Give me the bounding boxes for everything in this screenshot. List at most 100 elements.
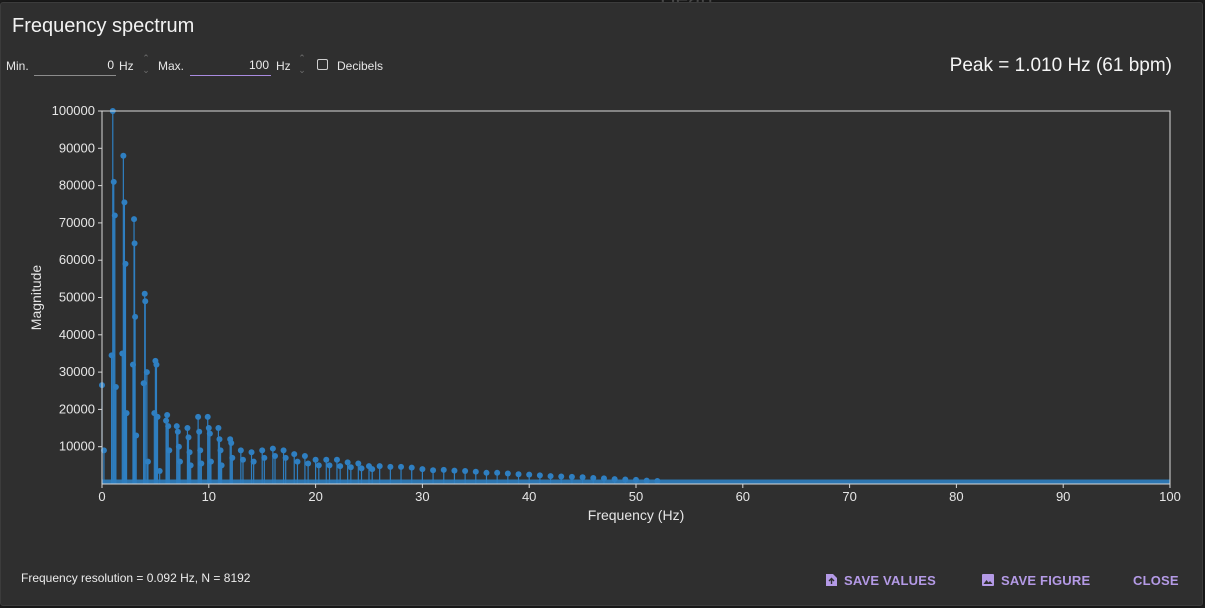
- stem-marker: [611, 476, 618, 483]
- stem-marker: [305, 460, 312, 467]
- x-tick-label: 10: [202, 489, 216, 504]
- stem-marker: [355, 460, 362, 467]
- stem-marker: [312, 456, 319, 463]
- stem-marker: [175, 443, 182, 450]
- stem-marker: [398, 463, 405, 470]
- stem-marker: [654, 478, 661, 485]
- plot-area: [99, 108, 1170, 485]
- stem-marker: [558, 473, 565, 480]
- x-tick-label: 0: [98, 489, 105, 504]
- save-figure-label[interactable]: SAVE FIGURE: [1001, 572, 1091, 588]
- stem-marker: [643, 477, 650, 484]
- stem-marker: [504, 470, 511, 477]
- stem-marker: [144, 458, 151, 465]
- stem-marker: [408, 464, 415, 471]
- decibels-checkbox[interactable]: [317, 59, 328, 70]
- chevron-up-icon[interactable]: ⌃: [142, 53, 150, 63]
- stem-marker: [239, 456, 246, 463]
- stem-marker: [237, 447, 244, 454]
- y-tick-label: 100000: [52, 103, 95, 118]
- stem-marker: [196, 428, 203, 435]
- stem-marker: [154, 413, 161, 420]
- stem-marker: [184, 425, 191, 432]
- stem-marker: [301, 453, 308, 460]
- x-tick-label: 60: [736, 489, 750, 504]
- close-label[interactable]: CLOSE: [1133, 572, 1179, 588]
- stem-marker: [494, 469, 501, 476]
- axes: 0 10 20 30 40 50 60 70 80 90 100 10000 20000 30000 400…: [28, 103, 1181, 523]
- range-controls: Min. Hz ⌃ ⌄ Max. Hz ⌃ ⌄ Decibels: [1, 51, 721, 79]
- stem-marker: [204, 413, 211, 420]
- stem-marker: [282, 454, 289, 461]
- x-tick-label: 80: [949, 489, 963, 504]
- x-tick-label: 70: [842, 489, 856, 504]
- x-tick-label: 100: [1159, 489, 1181, 504]
- stem-marker: [141, 290, 148, 297]
- stem-marker: [153, 361, 160, 368]
- stem-marker: [216, 436, 223, 443]
- stem-marker: [250, 458, 257, 465]
- stem-marker: [579, 474, 586, 481]
- stem-marker: [526, 471, 533, 478]
- stem-marker: [215, 425, 222, 432]
- stem-marker: [451, 467, 458, 474]
- min-label: Min.: [6, 59, 29, 73]
- close-button[interactable]: CLOSE: [1133, 571, 1179, 589]
- stem-marker: [163, 417, 170, 424]
- stem-marker: [633, 476, 639, 483]
- stem-marker: [291, 451, 298, 458]
- stem-marker: [197, 447, 204, 454]
- stem-marker: [131, 240, 138, 247]
- stem-marker: [344, 459, 351, 466]
- stem-marker: [164, 411, 171, 418]
- stem-marker: [156, 467, 163, 474]
- max-spinner[interactable]: ⌃ ⌄: [296, 52, 308, 78]
- stem-marker: [483, 469, 490, 476]
- spectrum-chart: 0 10 20 30 40 50 60 70 80 90 100 10000 20000 30000 400…: [28, 103, 1181, 523]
- chevron-down-icon[interactable]: ⌄: [142, 65, 150, 75]
- max-frequency-input[interactable]: [190, 54, 271, 76]
- stem-marker: [315, 462, 322, 469]
- stem-marker: [472, 468, 479, 475]
- stem-marker: [347, 464, 354, 471]
- stem-marker: [248, 449, 255, 456]
- stem-marker: [131, 216, 138, 223]
- stem-marker: [121, 199, 128, 206]
- stem-marker: [333, 456, 340, 463]
- stem-marker: [440, 466, 447, 473]
- stem-marker: [132, 313, 139, 320]
- x-tick-label: 50: [629, 489, 643, 504]
- stem-marker: [133, 432, 140, 439]
- max-label: Max.: [158, 59, 185, 73]
- stem-marker: [269, 445, 276, 452]
- y-tick-label: 10000: [59, 439, 95, 454]
- save-values-label[interactable]: SAVE VALUES: [844, 572, 937, 588]
- stem-marker: [229, 454, 236, 461]
- dialog-title: Frequency spectrum: [12, 15, 195, 37]
- min-frequency-input[interactable]: [34, 54, 116, 76]
- stem-marker: [326, 462, 333, 469]
- stem-marker: [462, 467, 469, 474]
- stem-marker: [174, 428, 181, 435]
- y-axis-label: Magnitude: [28, 265, 44, 331]
- chevron-up-icon[interactable]: ⌃: [298, 53, 306, 63]
- y-tick-label: 30000: [59, 364, 95, 379]
- y-tick-label: 40000: [59, 327, 95, 342]
- stem-marker: [198, 460, 205, 467]
- stem-marker: [259, 447, 266, 454]
- decibels-label[interactable]: Decibels: [337, 59, 384, 73]
- y-tick-label: 60000: [59, 252, 95, 267]
- x-axis-label: Frequency (Hz): [588, 507, 684, 523]
- max-unit-label: Hz: [276, 59, 291, 73]
- stem-marker: [218, 462, 225, 469]
- save-values-button[interactable]: SAVE VALUES: [825, 571, 936, 589]
- file-upload-icon: [826, 574, 837, 586]
- chevron-down-icon[interactable]: ⌄: [298, 65, 306, 75]
- y-tick-label: 80000: [59, 178, 95, 193]
- min-spinner[interactable]: ⌃ ⌄: [140, 52, 152, 78]
- stem-marker: [323, 456, 330, 463]
- stem-marker: [547, 473, 554, 480]
- y-tick-label: 70000: [59, 215, 95, 230]
- stem-marker: [176, 458, 183, 465]
- save-figure-button[interactable]: SAVE FIGURE: [981, 571, 1090, 589]
